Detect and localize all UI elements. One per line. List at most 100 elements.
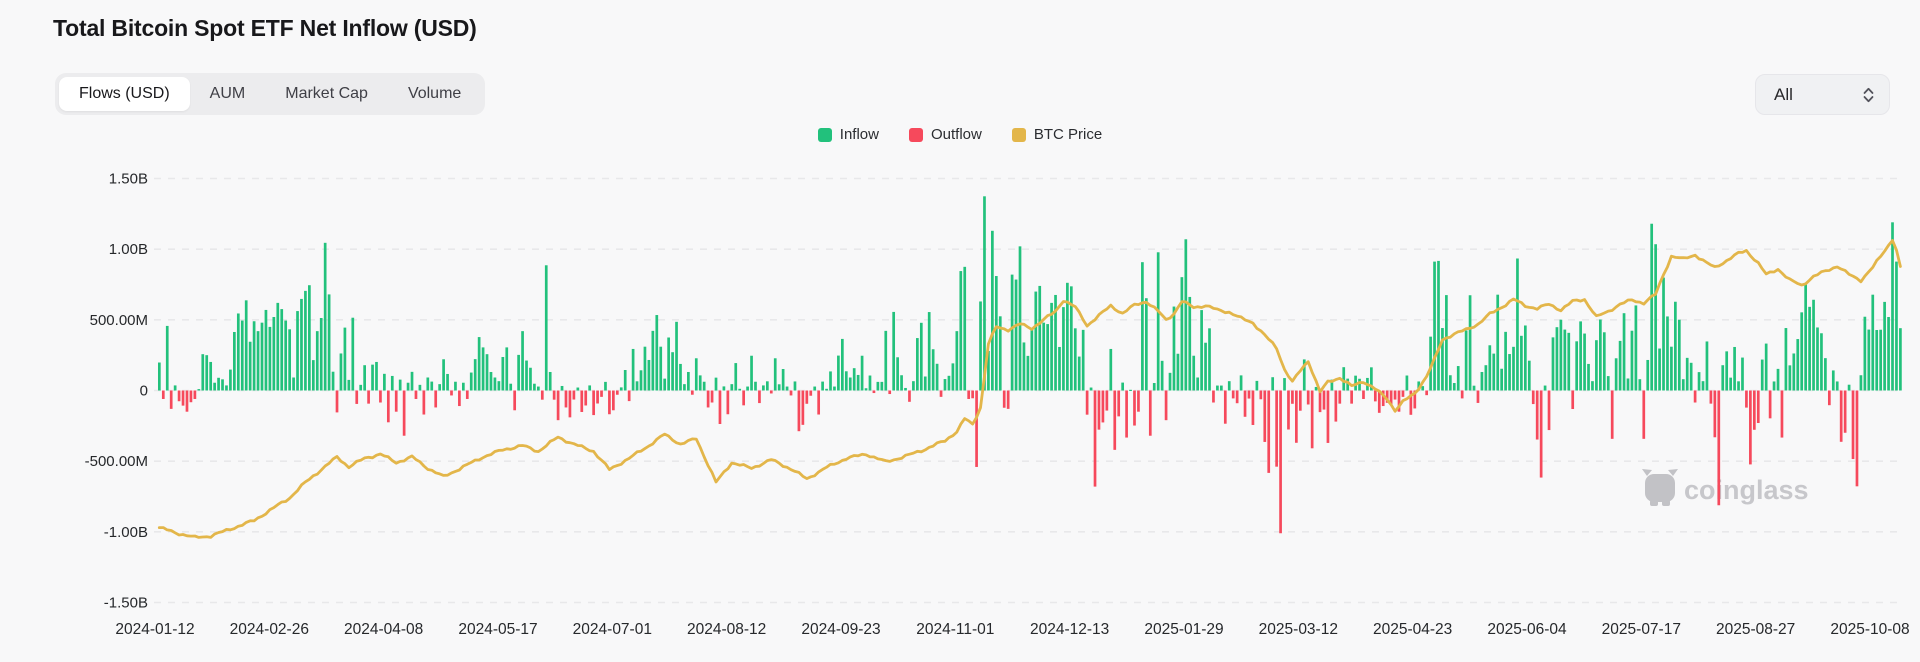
outflow-bar [580, 390, 584, 412]
inflow-bar [1626, 378, 1630, 391]
inflow-bar [240, 320, 244, 391]
inflow-bar [951, 363, 955, 391]
legend-label-btc-price: BTC Price [1033, 126, 1103, 143]
inflow-bar [1784, 328, 1788, 391]
inflow-bar [1054, 294, 1057, 391]
time-range-select[interactable]: All [1755, 74, 1890, 115]
inflow-bar [383, 373, 386, 391]
inflow-bar [671, 352, 674, 391]
inflow-bar [1417, 381, 1421, 391]
inflow-bar [1847, 384, 1851, 391]
x-tick-label: 2024-04-08 [344, 621, 423, 638]
inflow-bar [1500, 368, 1504, 391]
inflow-bar [687, 371, 690, 391]
outflow-bar [1535, 390, 1539, 440]
inflow-bar [1255, 380, 1259, 391]
inflow-bar [983, 196, 986, 391]
inflow-bar [1330, 379, 1334, 391]
outflow-bar [1117, 390, 1121, 417]
inflow-bar [461, 382, 465, 391]
inflow-bar [1200, 310, 1203, 391]
outflow-bar [1097, 390, 1101, 430]
inflow-bar [477, 337, 481, 391]
outflow-bar [1749, 390, 1752, 465]
outflow-bar [1413, 390, 1417, 409]
inflow-bar [781, 369, 785, 391]
inflow-bar [1512, 346, 1515, 391]
inflow-bar [426, 377, 430, 391]
inflow-bar [268, 326, 272, 391]
inflow-bar [892, 311, 896, 391]
inflow-bar [856, 374, 860, 391]
inflow-bar [1602, 332, 1606, 391]
tab-volume[interactable]: Volume [407, 85, 462, 102]
outflow-bar [1745, 390, 1748, 408]
inflow-bar [323, 242, 327, 391]
inflow-bar [272, 317, 276, 391]
tab-aum[interactable]: AUM [209, 85, 246, 102]
inflow-bar [473, 359, 477, 391]
x-tick-label: 2024-02-26 [230, 621, 309, 638]
outflow-bar [1425, 390, 1428, 396]
inflow-bar [1496, 294, 1500, 391]
inflow-bar [544, 265, 548, 391]
outflow-bar [1476, 390, 1480, 403]
tab-flows-usd[interactable]: Flows (USD) [59, 77, 190, 111]
inflow-bar [1618, 340, 1622, 391]
outflow-bar [1113, 390, 1117, 450]
inflow-bar [1737, 381, 1740, 391]
legend-item-outflow[interactable]: Outflow [908, 126, 982, 143]
coinglass-watermark-text: coinglass [1684, 475, 1809, 505]
inflow-bar [1733, 346, 1736, 391]
outflow-bar [592, 390, 595, 416]
outflow-bar [1539, 390, 1543, 478]
tab-market-cap[interactable]: Market Cap [285, 85, 368, 102]
inflow-bar [1681, 379, 1685, 391]
inflow-bar [209, 361, 213, 391]
outflow-bar [177, 390, 181, 402]
inflow-bar [1168, 372, 1172, 391]
inflow-bar [165, 325, 169, 391]
inflow-bar [1867, 329, 1871, 391]
x-tick-label: 2024-07-01 [573, 621, 652, 638]
legend-item-inflow[interactable]: Inflow [817, 126, 879, 143]
inflow-bar [1646, 359, 1650, 391]
inflow-bar [1204, 342, 1207, 391]
inflow-bar [935, 363, 939, 391]
inflow-bar [860, 355, 864, 391]
outflow-bar [1855, 390, 1859, 487]
outflow-bar [1279, 390, 1282, 534]
inflow-bar [987, 350, 990, 391]
inflow-bar [489, 371, 493, 391]
inflow-bar [311, 360, 315, 391]
y-tick-label: 1.00B [109, 241, 148, 258]
inflow-bar [521, 331, 524, 391]
inflow-bar [292, 377, 295, 391]
outflow-bar [335, 390, 339, 413]
outflow-bar [1389, 390, 1393, 406]
inflow-bar [639, 370, 643, 391]
inflow-bar [1587, 363, 1590, 391]
outflow-bar [465, 390, 469, 399]
inflow-bar [1342, 367, 1346, 391]
inflow-bar [205, 355, 209, 391]
outflow-bar [627, 390, 631, 402]
inflow-bar [1216, 385, 1219, 391]
y-tick-label: -500.00M [85, 453, 148, 470]
inflow-bar [1129, 389, 1132, 391]
inflow-bar [359, 384, 363, 391]
outflow-bar [939, 390, 943, 397]
inflow-bar [631, 348, 635, 391]
inflow-bar [1468, 295, 1472, 391]
inflow-bar [1804, 283, 1808, 391]
inflow-bar [1508, 354, 1511, 391]
inflow-bar [959, 271, 963, 391]
legend-item-btc-price[interactable]: BTC Price [1011, 126, 1103, 143]
outflow-bar [1137, 390, 1140, 412]
inflow-bar [1772, 381, 1776, 391]
outflow-bar [584, 390, 588, 406]
inflow-bar [1484, 365, 1488, 391]
inflow-bar [1831, 370, 1835, 391]
inflow-bar [493, 377, 497, 391]
